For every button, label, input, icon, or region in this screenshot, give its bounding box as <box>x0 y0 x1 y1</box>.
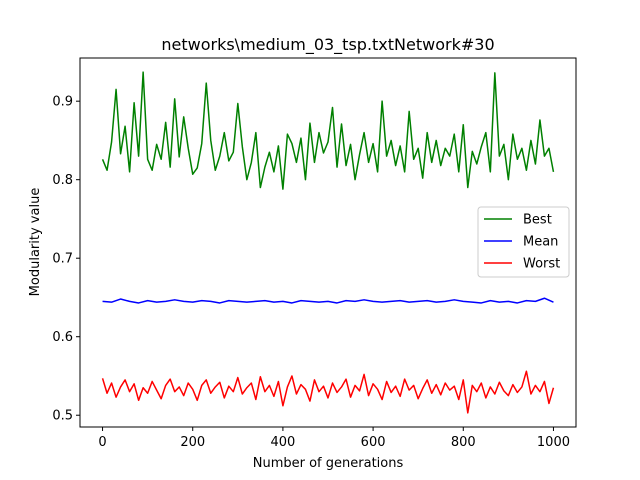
y-tick-label: 0.6 <box>52 330 73 345</box>
x-tick-label: 800 <box>451 435 476 450</box>
plot-frame <box>79 57 577 428</box>
x-tick-label: 600 <box>361 435 386 450</box>
series-line-mean <box>102 297 554 304</box>
x-axis: 0 200 400 600 800 1000 <box>98 427 570 450</box>
y-tick-label: 0.8 <box>52 173 73 188</box>
x-tick-label: 200 <box>180 435 205 450</box>
y-axis-title: Modularity value <box>28 188 43 297</box>
chart-title: networks\medium_03_tsp.txtNetwork#30 <box>161 35 494 55</box>
legend-label-worst: Worst <box>523 257 560 272</box>
legend: Best Mean Worst <box>477 206 570 278</box>
series-line-worst <box>101 370 555 414</box>
legend-frame <box>477 206 570 278</box>
y-tick-label: 0.7 <box>52 252 73 267</box>
y-axis: 0.5 0.6 0.7 0.8 0.9 <box>52 95 80 424</box>
y-tick-label: 0.5 <box>52 409 73 424</box>
series-line-best <box>101 71 555 190</box>
legend-label-mean: Mean <box>523 235 558 250</box>
y-tick-label: 0.9 <box>52 95 73 110</box>
x-tick-label: 400 <box>270 435 295 450</box>
x-axis-title: Number of generations <box>253 456 404 471</box>
series-layer <box>101 71 555 414</box>
x-tick-label: 0 <box>98 435 106 450</box>
legend-label-best: Best <box>523 213 552 228</box>
x-tick-label: 1000 <box>537 435 570 450</box>
